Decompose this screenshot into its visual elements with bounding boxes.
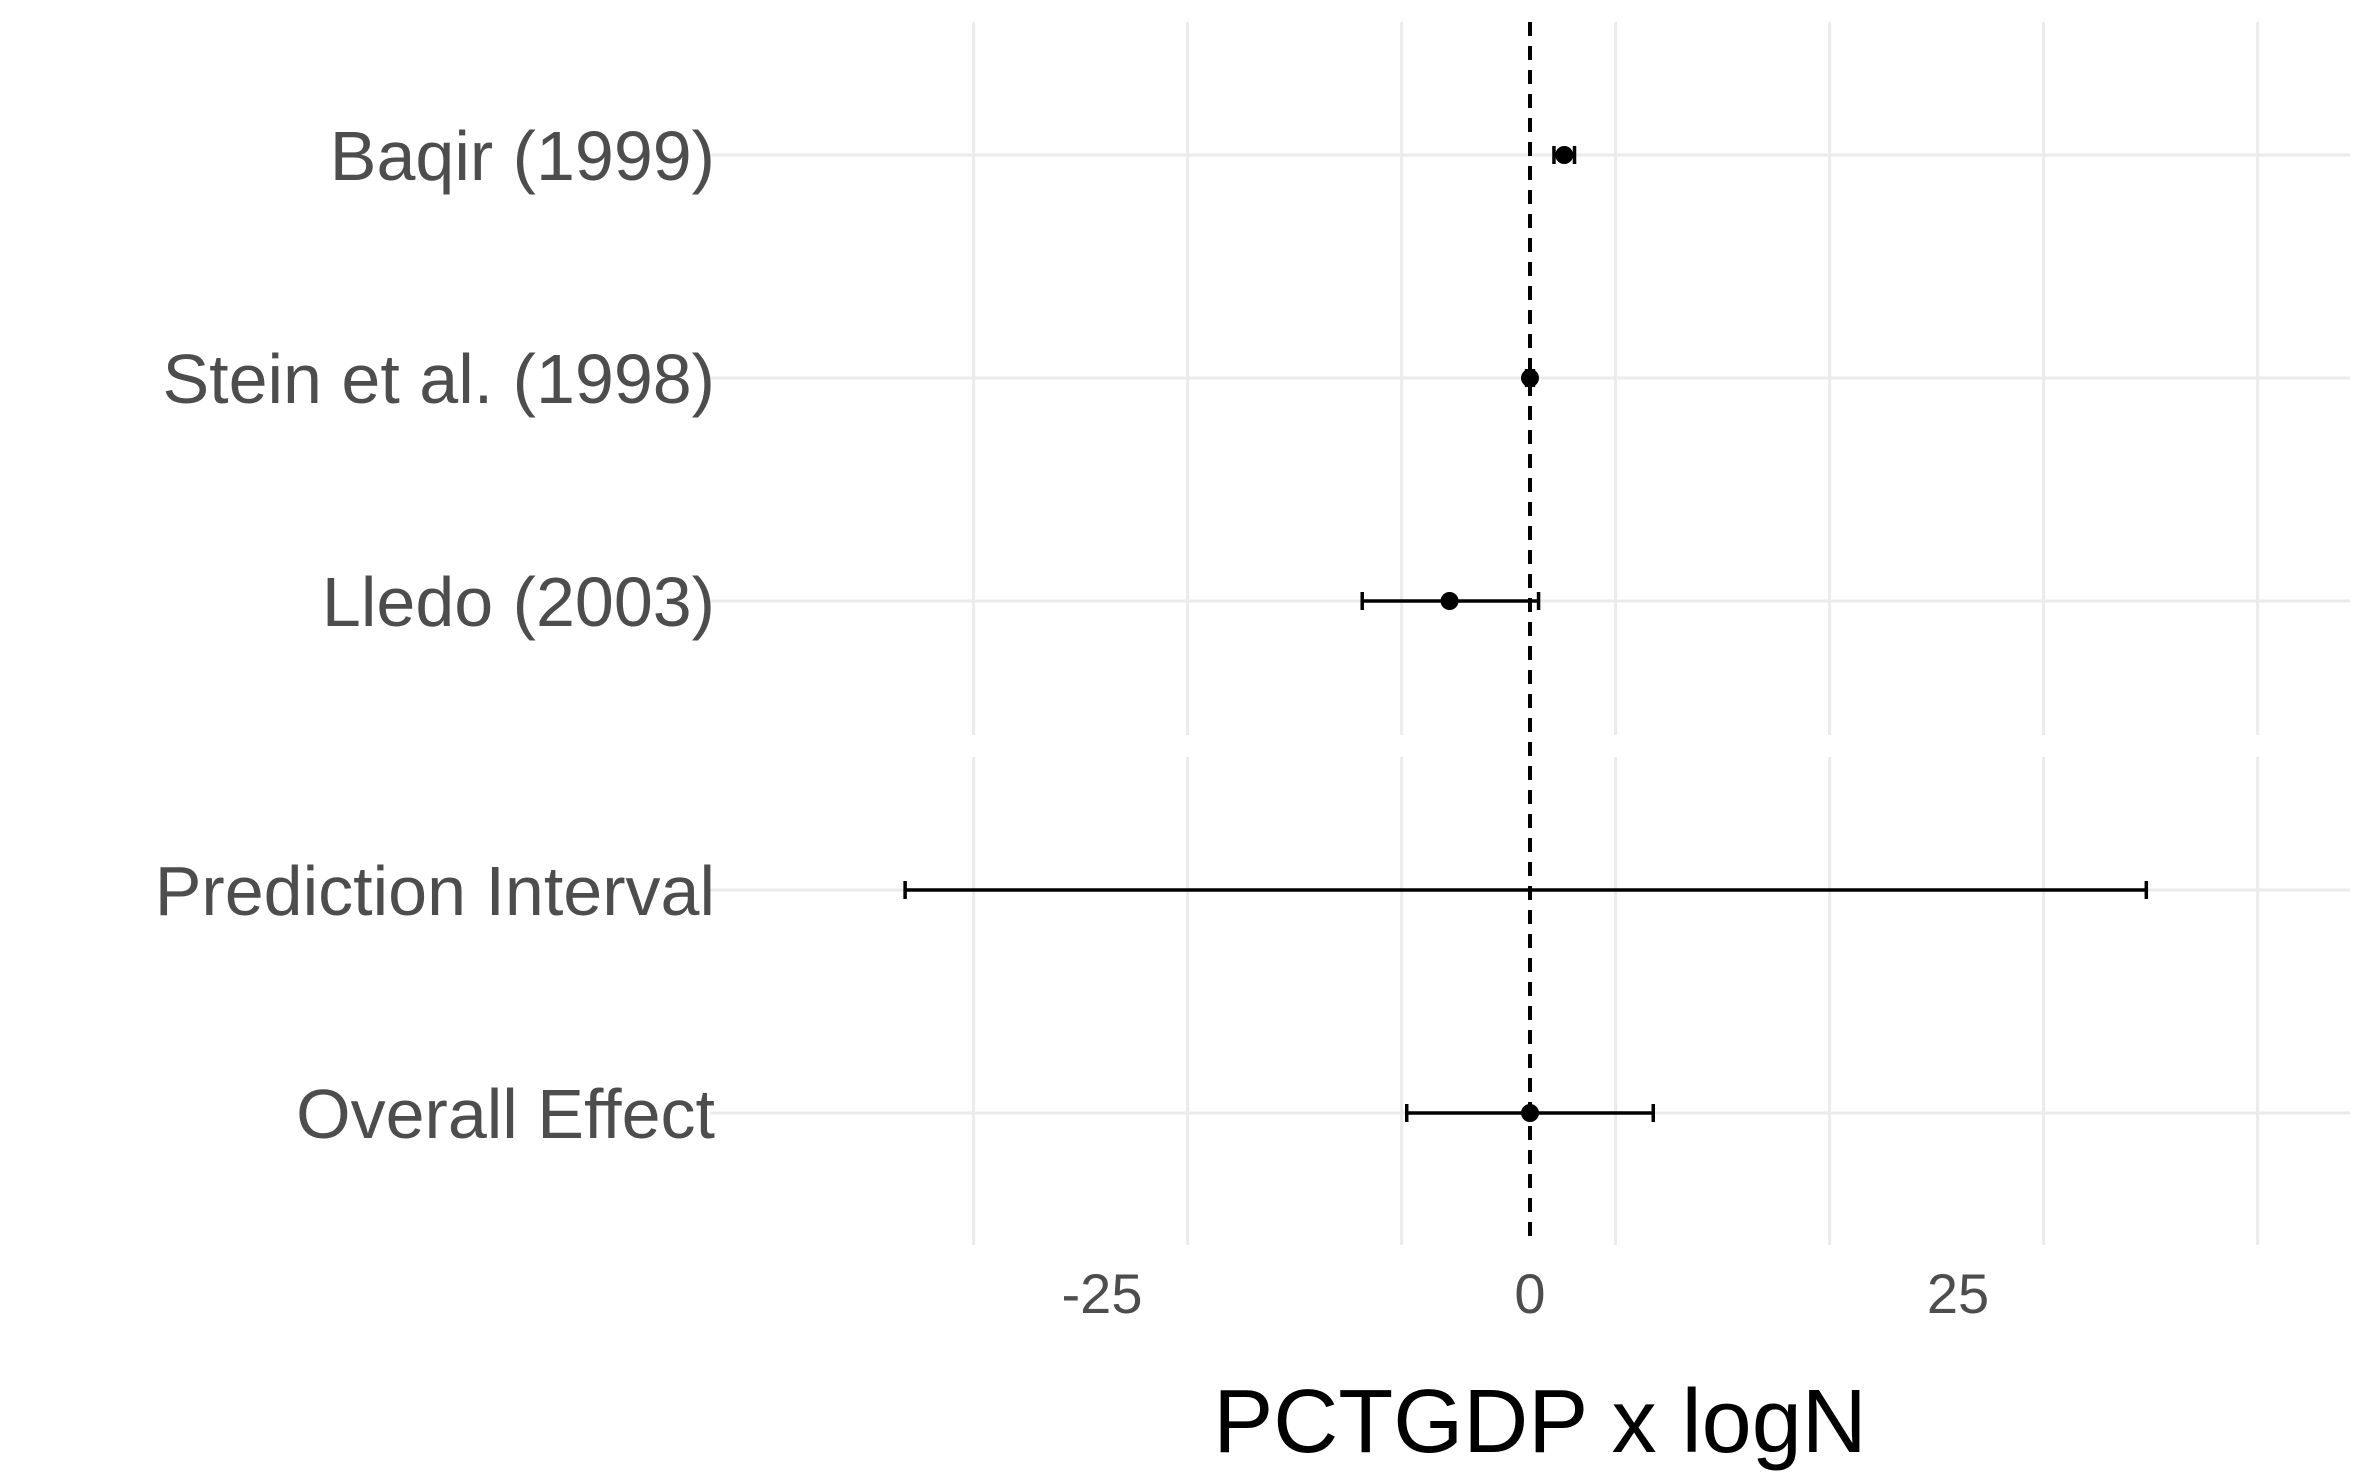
row-label: Overall Effect: [296, 1075, 715, 1153]
point-estimate: [1441, 592, 1459, 610]
x-tick-label: 0: [1514, 1262, 1545, 1325]
x-axis-title: PCTGDP x logN: [1213, 1372, 1867, 1472]
x-tick-label: 25: [1927, 1262, 1989, 1325]
row-label: Prediction Interval: [155, 852, 715, 930]
row-label: Baqir (1999): [330, 117, 715, 195]
row-label: Lledo (2003): [322, 563, 715, 641]
tick-layer: -25 0 25: [1062, 1262, 1990, 1325]
label-layer: Baqir (1999) Stein et al. (1998) Lledo (20…: [155, 117, 715, 1153]
point-estimate: [1555, 146, 1573, 164]
x-tick-label: -25: [1062, 1262, 1143, 1325]
point-estimate: [1521, 1104, 1539, 1122]
mark-layer: [905, 146, 2146, 1122]
point-estimate: [1521, 369, 1539, 387]
row-label: Stein et al. (1998): [162, 340, 715, 418]
